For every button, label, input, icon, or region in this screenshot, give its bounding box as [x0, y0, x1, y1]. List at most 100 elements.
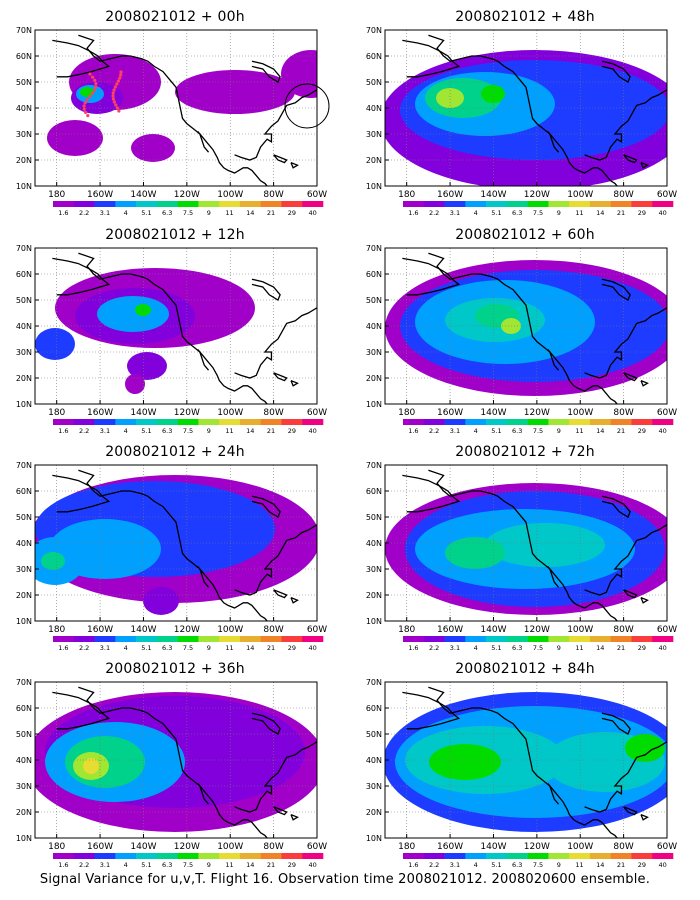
variance-map: 70N 60N 50N 40N 30N 20N 10N 180 160W 140W 120W 100W…	[366, 26, 677, 217]
lat-label: 50N	[366, 513, 382, 522]
colorbar-swatch	[219, 419, 241, 425]
colorbar-swatch	[302, 636, 324, 642]
colorbar-label: 29	[288, 861, 296, 869]
lon-label: 100W	[567, 625, 593, 635]
colorbar-label: 1.6	[408, 644, 418, 652]
highlight-circle	[284, 83, 330, 129]
lon-label: 160W	[437, 190, 463, 200]
colorbar: 1.6 2.2 3.1 4 5.1 6.3 7.5 9 11 14 21 29 40	[403, 201, 674, 217]
colorbar-label: 29	[638, 644, 646, 652]
variance-contour	[281, 50, 317, 98]
colorbar-swatch	[548, 853, 570, 859]
lon-label: 180	[48, 842, 65, 852]
lon-label: 160W	[87, 190, 113, 200]
colorbar-label: 40	[658, 427, 666, 435]
coastlines	[52, 252, 317, 404]
panel-title: 2008021012 + 60h	[455, 227, 595, 243]
colorbar-label: 7.5	[183, 427, 193, 435]
lon-label: 80W	[263, 842, 283, 852]
colorbar-label: 29	[288, 209, 296, 217]
lat-label: 20N	[16, 591, 32, 600]
colorbar-label: 29	[288, 644, 296, 652]
colorbar-label: 7.5	[533, 209, 543, 217]
lon-label: 60W	[657, 190, 677, 200]
colorbar-swatch	[177, 853, 199, 859]
colorbar-swatch	[73, 201, 95, 207]
flight-track	[82, 70, 123, 118]
colorbar-label: 1.6	[58, 427, 68, 435]
colorbar-label: 9	[207, 209, 211, 217]
lat-label: 70N	[366, 461, 382, 470]
colorbar-label: 4	[124, 427, 128, 435]
colorbar-label: 2.2	[79, 209, 89, 217]
lat-label: 70N	[16, 26, 32, 35]
lon-label: 60W	[307, 190, 327, 200]
variance-contour	[429, 744, 501, 780]
colorbar-label: 2.2	[429, 427, 439, 435]
lat-label: 50N	[366, 78, 382, 87]
panel-72h: 2008021012 + 72h 70N 60N 50N 40N 30N 20N 10N 18…	[355, 443, 695, 659]
colorbar-label: 4	[474, 427, 478, 435]
colorbar-label: 1.6	[58, 209, 68, 217]
lat-label: 30N	[16, 130, 32, 139]
colorbar-label: 1.6	[58, 644, 68, 652]
lon-label: 180	[398, 625, 415, 635]
colorbar: 1.6 2.2 3.1 4 5.1 6.3 7.5 9 11 14 21 29 40	[53, 853, 324, 869]
lon-label: 100W	[567, 190, 593, 200]
colorbar-label: 1.6	[408, 427, 418, 435]
variance-map: 70N 60N 50N 40N 30N 20N 10N 180 160W 140W 120W 100W…	[366, 244, 677, 435]
variance-field	[385, 248, 667, 404]
lon-label: 180	[398, 190, 415, 200]
lon-label: 80W	[613, 190, 633, 200]
lat-label: 60N	[16, 487, 32, 496]
lon-label: 140W	[480, 408, 506, 418]
colorbar-label: 11	[225, 209, 233, 217]
lat-label: 50N	[366, 296, 382, 305]
colorbar-label: 40	[308, 861, 316, 869]
colorbar-label: 29	[638, 427, 646, 435]
lat-label: 70N	[366, 244, 382, 253]
colorbar-swatch	[465, 853, 487, 859]
lat-label: 60N	[16, 704, 32, 713]
colorbar-label: 4	[474, 644, 478, 652]
coastlines	[402, 686, 667, 838]
panel-title: 2008021012 + 84h	[455, 661, 595, 677]
colorbar-swatch	[177, 419, 199, 425]
colorbar-swatch	[527, 419, 549, 425]
lat-label: 50N	[16, 730, 32, 739]
colorbar-swatch	[465, 419, 487, 425]
lon-label: 160W	[437, 408, 463, 418]
colorbar-swatch	[94, 636, 116, 642]
lon-label: 120W	[524, 190, 550, 200]
variance-map: 70N 60N 50N 40N 30N 20N 10N 180 160W 140W 120W 100W…	[16, 461, 327, 652]
lat-label: 30N	[366, 782, 382, 791]
colorbar-swatch	[610, 419, 632, 425]
lat-label: 40N	[16, 539, 32, 548]
variance-contour	[35, 328, 75, 360]
colorbar-label: 6.3	[512, 644, 522, 652]
lon-label: 120W	[174, 408, 200, 418]
colorbar-label: 14	[596, 644, 604, 652]
colorbar-label: 40	[308, 644, 316, 652]
variance-map: 70N 60N 50N 40N 30N 20N 10N 180 160W 140W 120W 100W…	[16, 244, 327, 435]
lat-label: 20N	[16, 374, 32, 383]
lat-label: 60N	[366, 52, 382, 61]
colorbar-swatch	[136, 636, 158, 642]
panel-title: 2008021012 + 00h	[105, 9, 245, 25]
lon-label: 140W	[480, 842, 506, 852]
colorbar-label: 5.1	[491, 861, 501, 869]
colorbar-swatch	[506, 636, 528, 642]
colorbar-label: 4	[124, 209, 128, 217]
colorbar-swatch	[281, 853, 303, 859]
lat-label: 50N	[16, 513, 32, 522]
colorbar-label: 6.3	[512, 861, 522, 869]
lon-label: 180	[398, 408, 415, 418]
lat-label: 10N	[366, 834, 382, 843]
colorbar-label: 11	[225, 427, 233, 435]
variance-contour	[143, 587, 179, 615]
colorbar-swatch	[239, 636, 261, 642]
lat-label: 40N	[16, 322, 32, 331]
colorbar-swatch	[465, 636, 487, 642]
lon-label: 160W	[437, 625, 463, 635]
lat-label: 40N	[366, 539, 382, 548]
